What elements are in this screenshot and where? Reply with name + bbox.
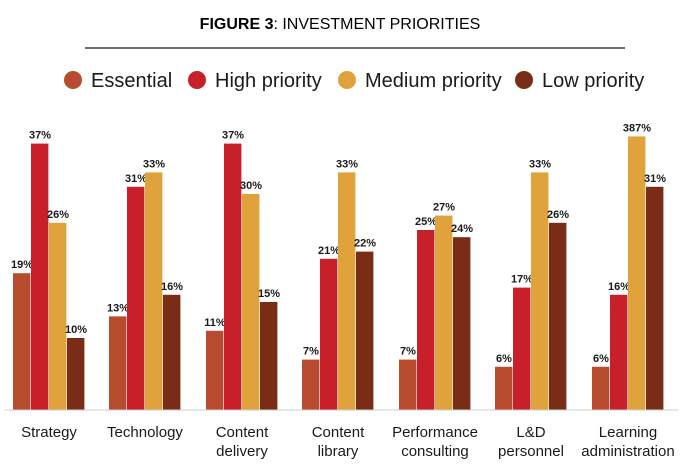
value-label-learning-administration-essential: 6% [593,353,609,365]
value-label-landd-personnel-medium-priority: 33% [529,158,551,170]
bar-landd-personnel-high-priority [513,287,531,410]
legend-swatch-low-priority [515,71,533,89]
value-label-performance-consulting-essential: 7% [400,346,416,358]
legend-swatch-medium-priority [338,71,356,89]
category-label-content-library: Content library [312,424,365,460]
bar-technology-medium-priority [145,172,163,410]
bar-content-delivery-high-priority [224,143,242,410]
bar-learning-administration-medium-priority [628,136,646,410]
value-label-content-delivery-essential: 11% [204,317,226,329]
bar-content-library-medium-priority [338,172,356,410]
bar-landd-personnel-essential [495,366,513,410]
value-label-landd-personnel-essential: 6% [496,353,512,365]
category-label-performance-consulting: Performance consulting [392,424,478,460]
value-label-content-library-low-priority: 22% [354,238,376,250]
category-label-landd-personnel: L&D personnel [498,424,564,460]
value-label-strategy-low-priority: 10% [65,324,87,336]
category-label-technology: Technology [107,424,183,441]
legend-label-essential: Essential [91,70,172,92]
value-label-technology-low-priority: 16% [161,281,183,293]
bar-content-library-low-priority [356,251,374,410]
value-label-learning-administration-high-priority: 16% [608,281,630,293]
bar-strategy-high-priority [31,143,49,410]
bar-technology-low-priority [163,294,181,410]
value-label-content-library-medium-priority: 33% [336,158,358,170]
bar-technology-essential [109,316,127,410]
bar-content-delivery-low-priority [260,302,278,410]
value-label-technology-high-priority: 31% [125,173,147,185]
category-label-strategy: Strategy [21,424,77,441]
value-label-strategy-medium-priority: 26% [47,209,69,221]
bar-content-library-essential [302,359,320,410]
bar-learning-administration-high-priority [610,294,628,410]
bar-landd-personnel-low-priority [549,222,567,410]
value-label-performance-consulting-low-priority: 24% [451,223,473,235]
bar-learning-administration-low-priority [646,186,664,410]
category-label-content-delivery: Content delivery [216,424,269,460]
bar-performance-consulting-high-priority [417,230,435,410]
value-label-performance-consulting-high-priority: 25% [415,216,437,228]
bar-technology-high-priority [127,186,145,410]
bars-group: 19% 37% 26% 10% 13% 31% 33% 16% 11% 37% 30% 15% 7% 21… [11,122,666,410]
value-label-content-library-high-priority: 21% [318,245,340,257]
value-label-technology-essential: 13% [107,302,129,314]
bar-performance-consulting-low-priority [453,237,471,410]
bar-landd-personnel-medium-priority [531,172,549,410]
legend-label-high-priority: High priority [215,70,322,92]
bar-content-delivery-medium-priority [242,194,260,410]
bar-content-delivery-essential [206,330,224,410]
bar-performance-consulting-essential [399,359,417,410]
category-label-learning-administration: Learning administration [581,424,674,460]
value-label-performance-consulting-medium-priority: 27% [433,202,455,214]
legend: Essential High priority Medium priority Low… [64,70,644,92]
bar-strategy-medium-priority [49,222,67,410]
chart-title-rest: : INVESTMENT PRIORITIES [273,16,480,33]
value-label-landd-personnel-high-priority: 17% [511,274,533,286]
category-labels: Strategy Technology Content delivery Content… [21,424,675,460]
legend-swatch-essential [64,71,82,89]
value-label-strategy-essential: 19% [11,259,33,271]
value-label-technology-medium-priority: 33% [143,158,165,170]
chart-title-bold: FIGURE 3 [200,16,274,33]
value-label-content-delivery-high-priority: 37% [222,130,244,142]
value-label-strategy-high-priority: 37% [29,130,51,142]
legend-label-low-priority: Low priority [542,70,644,92]
value-label-learning-administration-medium-priority: 387% [623,122,651,134]
value-label-content-library-essential: 7% [303,346,319,358]
legend-swatch-high-priority [188,71,206,89]
legend-label-medium-priority: Medium priority [365,70,502,92]
bar-strategy-essential [13,273,31,410]
value-label-content-delivery-low-priority: 15% [258,288,280,300]
value-label-landd-personnel-low-priority: 26% [547,209,569,221]
bar-performance-consulting-medium-priority [435,215,453,410]
bar-strategy-low-priority [67,338,85,410]
value-label-content-delivery-medium-priority: 30% [240,180,262,192]
bar-learning-administration-essential [592,366,610,410]
bar-content-library-high-priority [320,258,338,410]
chart-title: FIGURE 3: INVESTMENT PRIORITIES [200,16,481,33]
value-label-learning-administration-low-priority: 31% [644,173,666,185]
